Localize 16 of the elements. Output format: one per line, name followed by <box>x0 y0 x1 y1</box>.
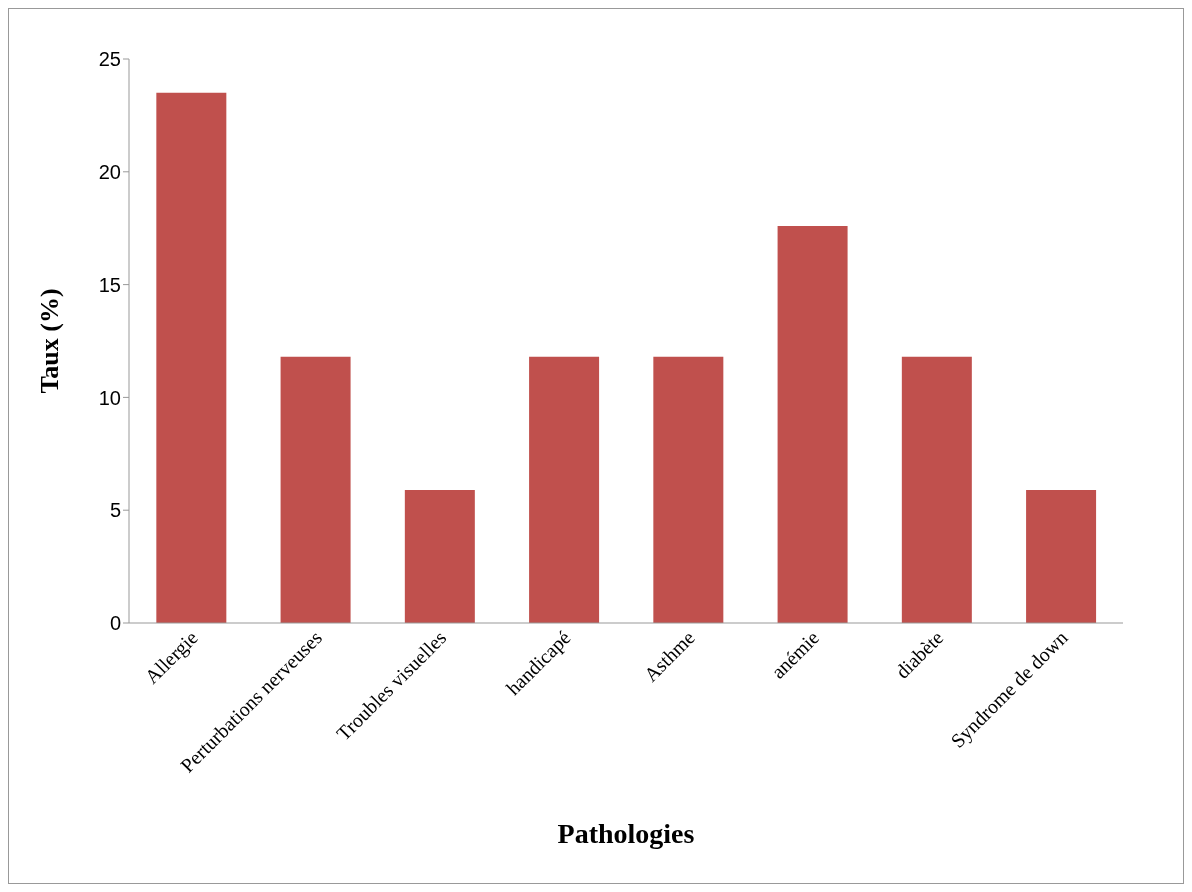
bar <box>653 356 724 623</box>
bar <box>529 356 600 623</box>
bar <box>1026 489 1097 623</box>
x-axis-title: Pathologies <box>557 818 695 849</box>
bar <box>777 225 848 623</box>
y-axis-title: Taux (%) <box>35 288 65 394</box>
y-tick-label: 10 <box>98 386 121 409</box>
bar <box>901 356 972 623</box>
y-tick-label: 5 <box>109 499 121 522</box>
y-tick-label: 25 <box>98 48 121 71</box>
y-tick-label: 20 <box>98 160 121 183</box>
y-tick-label: 0 <box>109 612 121 635</box>
bar <box>404 489 475 623</box>
y-tick-label: 15 <box>98 273 121 296</box>
bar <box>280 356 351 623</box>
bar <box>156 92 227 623</box>
